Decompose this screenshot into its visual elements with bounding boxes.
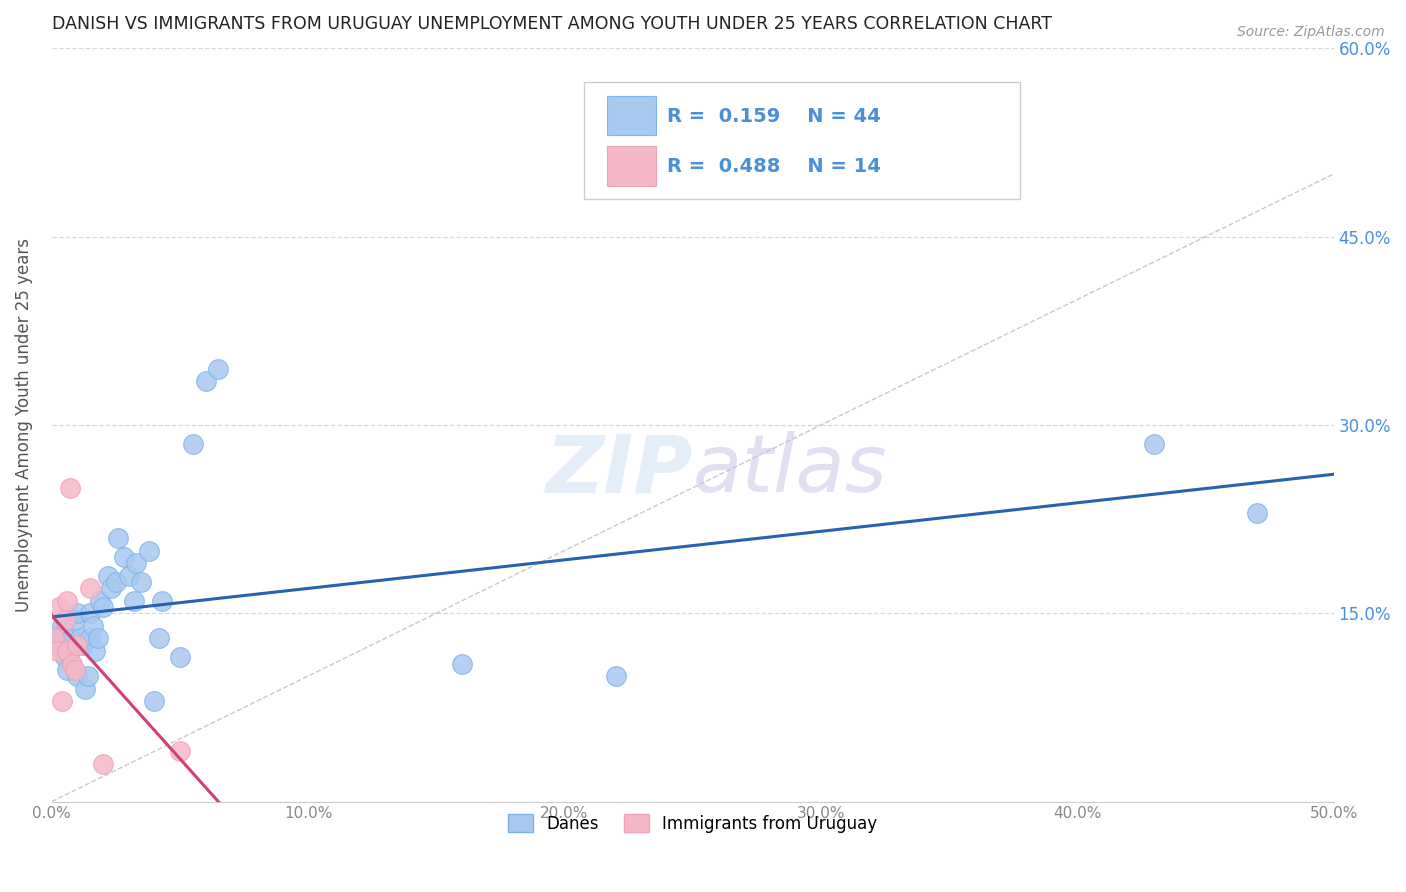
Point bbox=[79, 581, 101, 595]
Point bbox=[60, 657, 83, 671]
Point bbox=[97, 568, 120, 582]
Point bbox=[63, 663, 86, 677]
Point bbox=[66, 607, 89, 621]
Point bbox=[79, 632, 101, 646]
Point bbox=[91, 600, 114, 615]
Point bbox=[76, 669, 98, 683]
Text: R =  0.488    N = 14: R = 0.488 N = 14 bbox=[666, 157, 882, 177]
Point bbox=[143, 694, 166, 708]
Point bbox=[75, 681, 97, 696]
Point bbox=[181, 437, 204, 451]
Point bbox=[150, 593, 173, 607]
Point bbox=[84, 644, 107, 658]
Text: ZIP: ZIP bbox=[546, 431, 693, 509]
Point bbox=[51, 694, 73, 708]
Point bbox=[138, 543, 160, 558]
Point bbox=[56, 644, 79, 658]
Point bbox=[45, 644, 67, 658]
Point bbox=[125, 556, 148, 570]
Point bbox=[89, 593, 111, 607]
Point bbox=[131, 574, 153, 589]
Point bbox=[72, 638, 94, 652]
Point bbox=[53, 613, 76, 627]
Point bbox=[44, 632, 66, 646]
Point bbox=[451, 657, 474, 671]
Point bbox=[45, 638, 67, 652]
Point bbox=[91, 756, 114, 771]
Point bbox=[112, 549, 135, 564]
Point bbox=[66, 638, 89, 652]
Point bbox=[59, 481, 82, 495]
Point bbox=[60, 632, 83, 646]
Point bbox=[51, 619, 73, 633]
Point bbox=[169, 744, 191, 758]
Point bbox=[100, 581, 122, 595]
Point bbox=[48, 632, 70, 646]
Point bbox=[107, 531, 129, 545]
Y-axis label: Unemployment Among Youth under 25 years: Unemployment Among Youth under 25 years bbox=[15, 238, 32, 612]
Point bbox=[53, 625, 76, 640]
Point bbox=[104, 574, 127, 589]
Point bbox=[118, 568, 141, 582]
Point bbox=[69, 632, 91, 646]
Point bbox=[87, 632, 110, 646]
Point bbox=[44, 632, 66, 646]
FancyBboxPatch shape bbox=[607, 96, 655, 135]
Point bbox=[148, 632, 170, 646]
Point bbox=[79, 607, 101, 621]
Text: R =  0.159    N = 44: R = 0.159 N = 44 bbox=[666, 107, 880, 126]
Text: DANISH VS IMMIGRANTS FROM URUGUAY UNEMPLOYMENT AMONG YOUTH UNDER 25 YEARS CORREL: DANISH VS IMMIGRANTS FROM URUGUAY UNEMPL… bbox=[52, 15, 1052, 33]
Point bbox=[122, 593, 145, 607]
Point bbox=[56, 593, 79, 607]
Point bbox=[53, 650, 76, 665]
FancyBboxPatch shape bbox=[583, 82, 1019, 199]
Point bbox=[63, 613, 86, 627]
Point bbox=[82, 619, 104, 633]
Point bbox=[1246, 506, 1268, 520]
Text: atlas: atlas bbox=[693, 431, 887, 509]
Point bbox=[194, 374, 217, 388]
Text: Source: ZipAtlas.com: Source: ZipAtlas.com bbox=[1237, 25, 1385, 39]
Legend: Danes, Immigrants from Uruguay: Danes, Immigrants from Uruguay bbox=[495, 801, 890, 846]
Point bbox=[48, 600, 70, 615]
Point bbox=[605, 669, 627, 683]
Point bbox=[1143, 437, 1166, 451]
Point bbox=[56, 663, 79, 677]
Point bbox=[207, 361, 229, 376]
Point bbox=[66, 669, 89, 683]
Point bbox=[169, 650, 191, 665]
FancyBboxPatch shape bbox=[607, 146, 655, 186]
Point bbox=[59, 644, 82, 658]
